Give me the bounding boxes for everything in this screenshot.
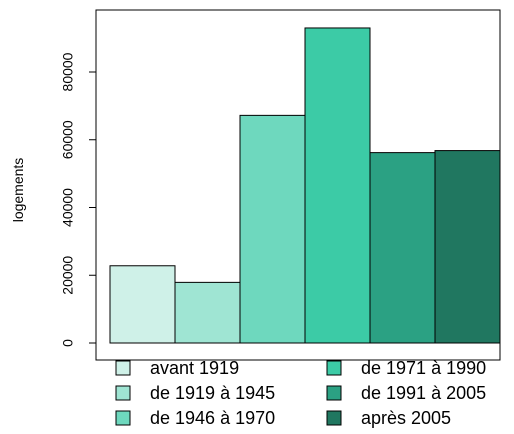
plot-frame	[95, 9, 501, 361]
legend-label-3: de 1971 à 1990	[361, 358, 486, 378]
legend-swatch-3	[326, 360, 342, 376]
bar-2	[239, 114, 306, 344]
legend-swatch-4	[326, 385, 342, 401]
bar-0	[109, 265, 176, 344]
legend-label-2: de 1946 à 1970	[150, 408, 275, 428]
bar-5	[434, 150, 501, 344]
y-tick-label-2: 40000	[60, 188, 76, 227]
legend-swatch-0	[115, 360, 131, 376]
legend: avant 1919 de 1919 à 1945 de 1946 à 1970 de…	[115, 358, 486, 428]
y-axis-title: logements	[10, 158, 26, 223]
bar-1	[174, 281, 241, 344]
y-axis: 0 20000 40000 60000 80000	[60, 52, 96, 347]
legend-label-5: après 2005	[361, 408, 451, 428]
y-tick-label-0: 0	[60, 339, 76, 347]
y-tick-label-3: 60000	[60, 120, 76, 159]
legend-swatch-1	[115, 385, 131, 401]
bar-4	[369, 152, 436, 344]
legend-label-1: de 1919 à 1945	[150, 383, 275, 403]
legend-label-0: avant 1919	[150, 358, 239, 378]
legend-swatch-2	[115, 410, 131, 426]
legend-label-4: de 1991 à 2005	[361, 383, 486, 403]
y-tick-label-4: 80000	[60, 52, 76, 91]
y-tick-label-1: 20000	[60, 256, 76, 295]
bar-3	[304, 27, 371, 344]
bars	[109, 27, 501, 344]
legend-swatch-5	[326, 410, 342, 426]
